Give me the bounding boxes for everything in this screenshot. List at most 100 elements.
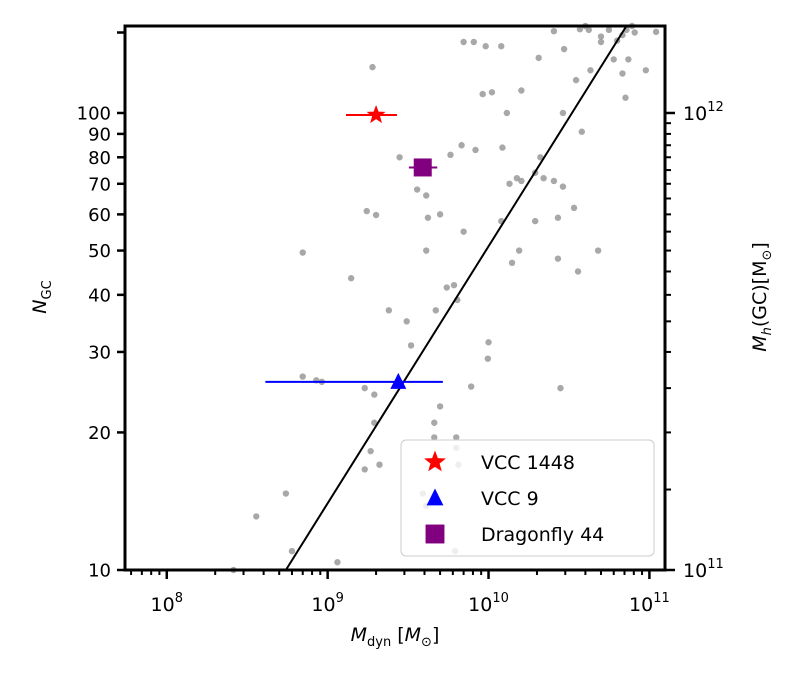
data-point <box>413 186 421 193</box>
y2-axis-label: Mh(GC)[M⊙] <box>749 242 775 352</box>
data-point <box>403 318 410 325</box>
data-point <box>531 217 539 225</box>
data-point <box>578 128 586 135</box>
legend-marker-dragonfly-44 <box>425 524 445 544</box>
data-point <box>570 204 578 212</box>
y-tick-label: 60 <box>88 205 111 226</box>
data-point <box>625 56 632 63</box>
data-point <box>479 90 486 98</box>
data-point <box>597 33 605 40</box>
data-point <box>447 151 454 159</box>
data-point <box>594 247 602 254</box>
data-point <box>376 461 383 468</box>
data-point <box>518 177 525 185</box>
data-point <box>559 109 567 117</box>
data-point <box>652 28 660 36</box>
relation-line-group <box>285 25 628 571</box>
data-point <box>385 307 393 314</box>
y2-axis-ticks: 1011 1012 <box>665 100 724 582</box>
legend-label-vcc-9: VCC 9 <box>481 488 539 510</box>
data-point <box>508 259 516 267</box>
data-point <box>622 94 629 101</box>
data-point <box>431 434 438 441</box>
y-tick-label: 50 <box>88 241 111 262</box>
vcc-1448-marker <box>366 104 386 124</box>
data-point <box>423 247 430 254</box>
x-axis-ticks: 108 109 1010 1011 <box>130 570 670 616</box>
y-tick-label: 80 <box>88 148 111 169</box>
data-point <box>436 403 444 410</box>
data-point <box>407 342 415 349</box>
data-point <box>550 177 558 185</box>
comparison-points <box>230 22 660 574</box>
y-tick-label: 20 <box>88 423 111 444</box>
data-point <box>369 63 376 71</box>
data-point <box>572 76 580 84</box>
y-tick-label: 100 <box>77 103 111 124</box>
data-point <box>576 26 584 33</box>
data-point <box>550 27 558 35</box>
data-point <box>537 154 544 161</box>
data-point <box>347 275 355 282</box>
data-point <box>432 307 439 314</box>
data-point <box>619 70 626 77</box>
x-tick-label: 1011 <box>629 591 670 616</box>
data-point <box>467 383 475 390</box>
vcc-9-marker <box>390 372 407 389</box>
data-point <box>423 192 430 199</box>
data-point <box>371 391 378 398</box>
data-point <box>450 281 458 289</box>
legend-label-dragonfly-44: Dragonfly 44 <box>481 524 604 546</box>
y2-tick-label: 1011 <box>683 557 724 582</box>
y-tick-label: 30 <box>88 342 111 363</box>
data-point <box>470 38 478 46</box>
relation-line <box>285 25 628 571</box>
legend-box <box>400 439 655 557</box>
data-point <box>282 490 290 497</box>
data-point <box>482 43 489 50</box>
data-point <box>515 247 523 254</box>
data-point <box>488 89 496 96</box>
data-point <box>460 38 467 46</box>
legend-marker-vcc-9 <box>426 488 444 506</box>
data-point <box>484 355 492 362</box>
data-point <box>453 434 460 441</box>
data-point <box>498 43 505 50</box>
data-point <box>443 284 450 291</box>
data-point <box>372 211 380 219</box>
y2-tick-label: 1012 <box>683 100 724 125</box>
data-point <box>253 513 260 520</box>
data-point <box>585 26 592 34</box>
x-tick-label: 108 <box>151 591 183 616</box>
data-point <box>587 67 594 74</box>
data-point <box>299 373 306 380</box>
data-point <box>361 384 368 392</box>
data-point <box>631 29 638 36</box>
y-axis-label: NGC <box>29 280 55 313</box>
data-point <box>436 211 444 218</box>
data-point <box>554 214 562 221</box>
data-point <box>559 183 567 190</box>
legend-label-vcc-1448: VCC 1448 <box>481 452 575 474</box>
data-point <box>560 45 568 53</box>
data-point <box>518 87 525 94</box>
data-point <box>642 67 650 74</box>
dragonfly-44-marker <box>413 158 432 177</box>
x-tick-label: 1010 <box>468 591 509 616</box>
data-point <box>299 249 306 256</box>
data-point <box>472 146 479 154</box>
x-axis-label: Mdyn [M⊙] <box>351 624 440 650</box>
data-point <box>554 255 562 262</box>
data-point <box>424 214 432 221</box>
data-point <box>288 547 296 555</box>
legend: VCC 1448 VCC 9 Dragonfly 44 <box>400 439 655 557</box>
y-tick-label: 70 <box>88 174 111 195</box>
highlighted-galaxies <box>265 104 443 389</box>
data-point <box>540 174 547 182</box>
data-point <box>460 228 467 235</box>
x-tick-label: 109 <box>311 591 343 616</box>
data-point <box>610 56 617 63</box>
data-point <box>458 142 465 149</box>
data-point <box>363 207 370 215</box>
